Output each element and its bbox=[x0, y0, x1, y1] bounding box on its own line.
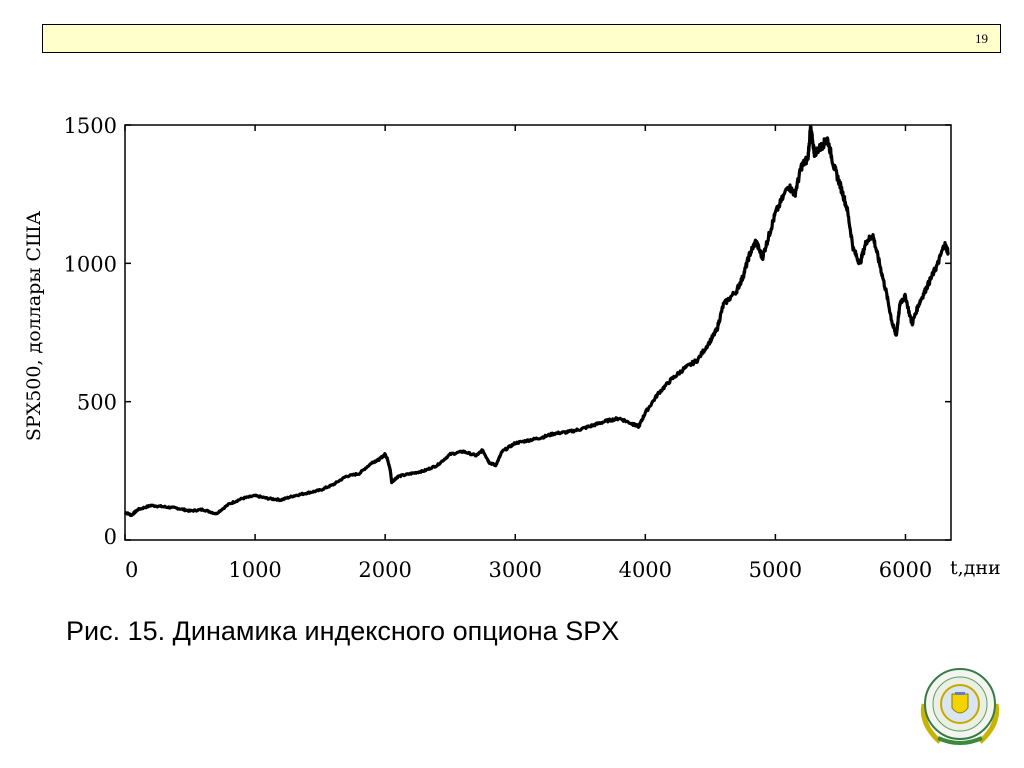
x-tick-label: 2000 bbox=[358, 558, 411, 582]
ticks-layer bbox=[124, 124, 951, 541]
y-tick-label: 1000 bbox=[64, 252, 117, 276]
seal-ribbon bbox=[937, 736, 983, 745]
seal-shield-icon bbox=[951, 693, 969, 714]
seal-laurel-right bbox=[978, 703, 1000, 744]
x-tick-label: 3000 bbox=[489, 558, 542, 582]
figure-caption: Рис. 15. Динамика индексного опциона SPX bbox=[66, 616, 620, 646]
slide-header-bar: 19 bbox=[42, 24, 1001, 53]
spx-chart: 0 1000 2000 3000 4000 5000 6000 0 500 1000 1500 SP… bbox=[23, 114, 1001, 582]
x-tick-label: 1000 bbox=[228, 558, 281, 582]
plot-frame bbox=[124, 124, 952, 541]
x-axis-label: t,дни bbox=[950, 557, 1001, 579]
y-axis-label: SPX500, доллары США bbox=[23, 210, 45, 441]
university-seal-logo bbox=[920, 668, 1000, 745]
y-tick-label: 500 bbox=[77, 391, 117, 415]
seal-laurel-left bbox=[920, 703, 942, 744]
y-tick-label: 1500 bbox=[64, 114, 117, 138]
series-line-spx bbox=[123, 124, 950, 517]
page-number: 19 bbox=[975, 31, 988, 46]
x-tick-label: 0 bbox=[125, 558, 138, 582]
x-tick-label: 4000 bbox=[619, 558, 672, 582]
labels-layer: 0 1000 2000 3000 4000 5000 6000 0 500 1000 1500 bbox=[64, 114, 933, 582]
x-tick-label: 5000 bbox=[749, 558, 802, 582]
y-tick-label: 0 bbox=[104, 525, 117, 549]
x-tick-label: 6000 bbox=[879, 558, 932, 582]
seal-crown bbox=[955, 692, 965, 695]
